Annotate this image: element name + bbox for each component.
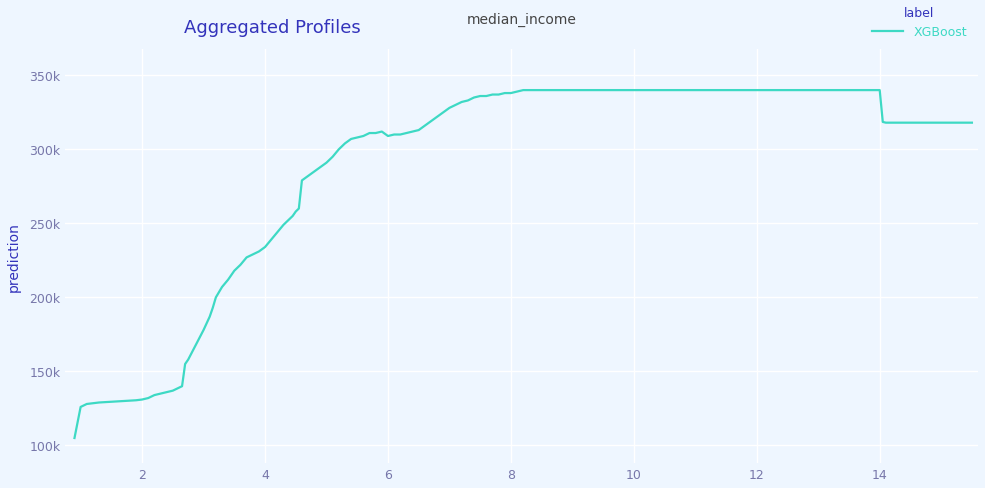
XGBoost [505, 91, 517, 97]
Y-axis label: prediction: prediction [7, 222, 21, 291]
XGBoost [966, 121, 978, 126]
Text: Aggregated Profiles: Aggregated Profiles [184, 19, 361, 37]
XGBoost [474, 94, 486, 100]
XGBoost [69, 435, 81, 441]
XGBoost [517, 88, 529, 94]
Line: XGBoost: XGBoost [75, 91, 972, 438]
XGBoost [413, 128, 425, 134]
XGBoost [136, 397, 148, 403]
Legend: XGBoost: XGBoost [867, 2, 972, 44]
XGBoost [327, 155, 339, 161]
XGBoost [216, 285, 228, 290]
Text: median_income: median_income [467, 13, 576, 27]
